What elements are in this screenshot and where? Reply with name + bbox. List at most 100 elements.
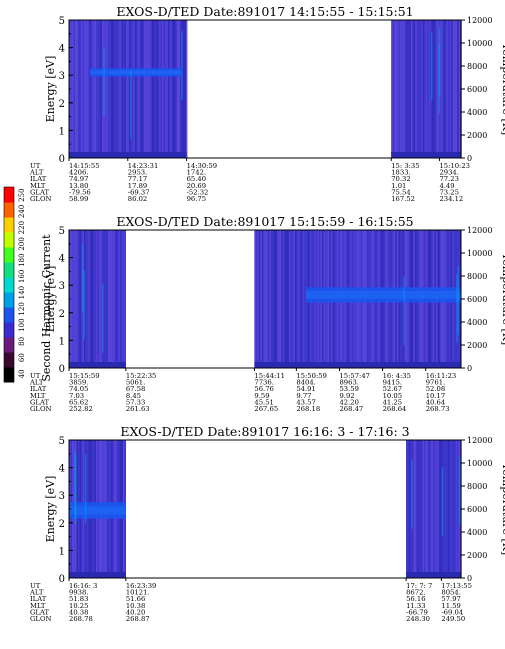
texture-streak — [114, 230, 116, 368]
texture-streak — [94, 20, 96, 158]
texture-streak — [409, 20, 411, 158]
colorbar-tick: 220 — [18, 221, 26, 234]
orbit-value: 10.05 — [383, 392, 402, 400]
texture-streak — [288, 230, 291, 368]
texture-streak — [419, 20, 422, 158]
texture-streak — [424, 440, 426, 578]
bright-streak — [438, 44, 440, 114]
orbit-row-label: ILAT — [30, 385, 47, 393]
orbit-value: 8404. — [296, 379, 315, 387]
orbit-value: 3859. — [69, 379, 88, 387]
texture-streak — [135, 20, 137, 158]
orbit-value: 40.20 — [126, 608, 145, 616]
texture-streak — [112, 230, 114, 368]
colorbar-tick: 100 — [18, 318, 26, 331]
texture-streak — [406, 440, 408, 578]
texture-streak — [154, 20, 156, 158]
orbit-value: 17.89 — [128, 182, 147, 190]
panel-1: EXOS-D/TED Date:891017 14:15:55 - 15:15:… — [29, 4, 505, 203]
texture-streak — [171, 20, 173, 158]
orbit-value: 9415. — [383, 379, 402, 387]
texture-streak — [168, 20, 170, 158]
texture-streak — [293, 230, 295, 368]
data-segment — [254, 230, 462, 368]
orbit-value: 15:22:35 — [126, 372, 157, 380]
texture-streak — [392, 20, 395, 158]
orbit-row-label: GLAT — [30, 188, 49, 196]
texture-streak — [153, 20, 155, 158]
right-axis-label: Temperature [K] — [500, 463, 505, 555]
texture-streak — [290, 230, 292, 368]
texture-streak — [112, 20, 114, 158]
y-tick-label: 5 — [59, 16, 65, 27]
colorbar-swatch — [4, 262, 14, 278]
bright-streak — [430, 31, 433, 101]
y-tick-label: 4 — [59, 44, 65, 55]
colorbar-swatch — [4, 187, 14, 203]
texture-streak — [285, 230, 288, 368]
texture-streak — [165, 20, 167, 158]
orbit-value: 16:16: 3 — [69, 582, 97, 590]
y-tick-label: 2 — [59, 99, 65, 110]
y-tick-label: 4 — [59, 254, 65, 265]
texture-streak — [412, 20, 414, 158]
orbit-value: 5061. — [126, 379, 145, 387]
texture-streak — [87, 20, 89, 158]
texture-streak — [452, 20, 455, 158]
orbit-value: 268.78 — [69, 615, 93, 623]
texture-streak — [180, 20, 182, 158]
texture-streak — [136, 20, 138, 158]
right-tick-label: 12000 — [467, 226, 492, 235]
texture-streak — [105, 20, 107, 158]
orbit-value: 77.17 — [128, 175, 147, 183]
orbit-value: 7.03 — [69, 392, 84, 400]
bright-streak — [84, 454, 87, 524]
orbit-value: 20.69 — [187, 182, 206, 190]
texture-streak — [427, 440, 429, 578]
bright-streak — [75, 455, 77, 525]
texture-streak — [132, 20, 134, 158]
colorbar-tick-labels: 40 60 80 100 120 140 160 180 200 220 240 250 — [18, 188, 26, 378]
colorbar-swatch — [4, 337, 14, 353]
orbit-value: 234.12 — [439, 195, 463, 203]
texture-streak — [144, 20, 146, 158]
y-tick-label: 2 — [59, 309, 65, 320]
bright-streak — [458, 456, 461, 526]
y-tick-label: 5 — [59, 226, 65, 237]
orbit-row-label: MLT — [30, 602, 46, 610]
orbit-value: 7736. — [254, 379, 273, 387]
texture-streak — [449, 440, 452, 578]
orbit-value: 73.25 — [439, 188, 458, 196]
texture-streak — [297, 230, 300, 368]
orbit-value: 52.67 — [383, 385, 402, 393]
orbit-value: 9.77 — [296, 392, 311, 400]
colorbar-tick: 140 — [18, 286, 26, 299]
bright-streak — [81, 243, 84, 313]
orbit-value: 11.33 — [406, 602, 425, 610]
texture-streak — [177, 20, 179, 158]
orbit-value: 16:11:23 — [426, 372, 457, 380]
orbit-value: 252.82 — [69, 405, 93, 413]
orbit-row-label: GLON — [30, 195, 52, 203]
orbit-value: 54.91 — [296, 385, 315, 393]
bright-streak — [74, 450, 76, 520]
texture-streak — [151, 20, 153, 158]
y-tick-label: 1 — [59, 126, 65, 137]
texture-streak — [94, 230, 96, 368]
texture-streak — [90, 20, 92, 158]
texture-streak — [276, 230, 279, 368]
texture-streak — [416, 20, 419, 158]
colorbar-tick: 80 — [18, 337, 26, 346]
texture-streak — [121, 20, 123, 158]
colorbar-swatch — [4, 352, 14, 368]
orbit-row-label: ALT — [29, 169, 44, 177]
texture-streak — [427, 20, 429, 158]
texture-streak — [455, 20, 458, 158]
panel-2: EXOS-D/TED Date:891017 15:15:59 - 16:15:… — [29, 214, 505, 413]
orbit-value: 57.33 — [126, 398, 145, 406]
colorbar-tick: 240 — [18, 205, 26, 218]
orbit-row-label: UT — [30, 372, 41, 380]
texture-streak — [261, 230, 264, 368]
